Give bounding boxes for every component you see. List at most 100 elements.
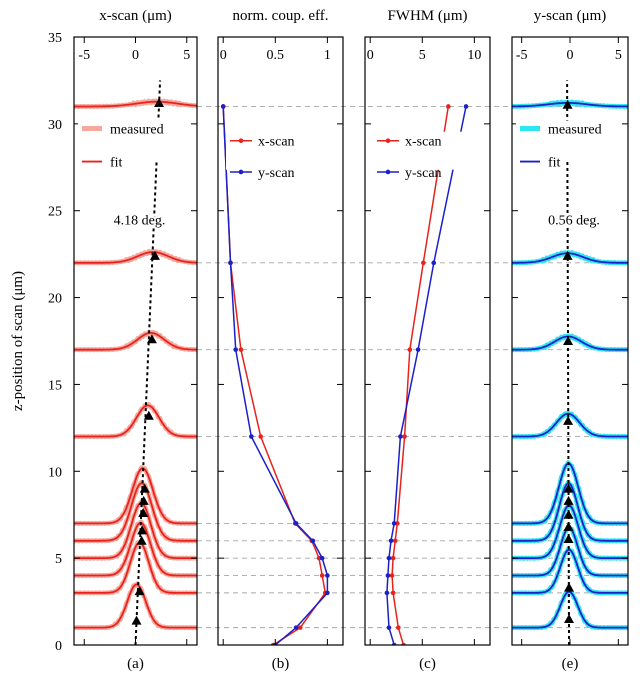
panel-c-series-1-point-4: [386, 555, 392, 561]
panel-c-series-0-point-2: [390, 590, 396, 596]
panel-c-series-1-point-10: [463, 104, 469, 109]
panel-a-peak-marker-4: [138, 507, 149, 517]
panel-b-series-1-point-3: [325, 573, 330, 578]
panel-a-title: x-scan (μm): [99, 8, 172, 24]
panel-a-peak-marker-3: [137, 525, 148, 535]
panel-b-series-1-line: [222, 106, 329, 645]
panel-e-fit-profile-4: [512, 482, 628, 542]
panel-b-series-1-point-8: [233, 347, 239, 352]
panel-c-series-0-point-3: [389, 573, 395, 578]
panel-e-angle-annotation: 0.56 deg.: [548, 214, 600, 229]
y-axis-label: z-position of scan (μm): [10, 271, 26, 411]
panel-b-series-0-line: [222, 106, 327, 645]
panel-e-peak-marker-1: [564, 582, 575, 592]
panel-b-xtick-label-1: 0.5: [267, 48, 285, 63]
panel-e-legend-measured-label: measured: [548, 123, 602, 138]
panel-a-peak-marker-6: [139, 483, 150, 493]
panel-e-xtick-label-2: 5: [615, 48, 622, 63]
panel-c-series-1-point-7: [398, 434, 403, 439]
panel-c-series-1-point-2: [384, 590, 390, 596]
panel-a-peak-marker-1: [134, 586, 145, 596]
panel-e-fit-profile-7: [512, 335, 628, 351]
panel-c: 0 5 10 FWHM (μm) (c) x-scan y-scan: [364, 8, 491, 672]
panel-e-peak-marker-7: [563, 415, 574, 425]
panel-b-series-0-point-7: [258, 434, 264, 439]
panel-a-peak-marker-7: [143, 410, 154, 420]
panel-a-xtick-label-2: 5: [183, 48, 190, 63]
panel-c-series-0-point-4: [390, 555, 396, 561]
panel-b-title: norm. coup. eff.: [233, 8, 329, 24]
panel-e-peak-marker-3: [563, 521, 574, 531]
panel-e-title: y-scan (μm): [534, 8, 607, 24]
panel-a-plot: [74, 80, 197, 645]
panel-c-xtick-label-2: 10: [467, 48, 481, 63]
panel-c-series-1-point-8: [415, 347, 421, 352]
panel-c-legend-swatch-dot-1: [385, 169, 391, 175]
panel-c-title: FWHM (μm): [387, 8, 467, 24]
panel-e-fit-profile-0: [512, 590, 628, 629]
panel-a-legend-fit-label: fit: [110, 156, 123, 171]
panel-e-fit-profile-5: [512, 462, 628, 525]
panel-e-peak-marker-4: [563, 509, 574, 519]
panel-c-plot: [384, 104, 469, 645]
panel-b-xtick-label-2: 1: [324, 48, 331, 63]
panel-c-xtick-label-1: 5: [419, 48, 426, 63]
panel-c-series-0-point-8: [407, 347, 413, 352]
panel-c-legend-swatch-dot-0: [385, 138, 391, 144]
panel-b-series-0-point-8: [238, 347, 244, 352]
panel-c-series-0-point-7: [402, 434, 407, 439]
panel-c-series-1-point-9: [431, 260, 437, 266]
panel-b-series-0-point-1: [297, 625, 303, 630]
panel-a-peak-marker-10: [154, 98, 165, 108]
panel-e-fit-profile-6: [512, 412, 628, 438]
y-tick-label-1: 5: [55, 552, 62, 567]
panel-e: -5 0 5 y-scan (μm) (e) 0.56 deg. measured fit: [511, 8, 629, 672]
panel-a-peak-marker-5: [138, 495, 149, 505]
panel-e-peak-marker-10: [562, 99, 573, 109]
panel-a-fit-profile-8: [74, 251, 197, 264]
panel-b-series-1-point-6: [293, 521, 299, 526]
panel-c-legend-label-0: x-scan: [405, 135, 442, 150]
panel-a-fit-profile-6: [74, 404, 197, 438]
panel-e-trend-line: [566, 80, 571, 645]
panel-c-series-1-point-5: [388, 538, 394, 544]
y-tick-label-5: 25: [48, 205, 62, 220]
panel-e-peak-marker-0: [564, 613, 575, 623]
y-axis: 0 5 10 15 20 25 30 35 z-position of scan (μm): [10, 31, 62, 654]
y-tick-label-7: 35: [48, 31, 62, 46]
panel-c-series-0-point-10: [446, 104, 451, 109]
panel-e-peak-marker-8: [563, 336, 574, 345]
panel-c-series-1-line: [386, 106, 467, 645]
panel-a-fit-profile-3: [74, 502, 197, 559]
y-tick-label-3: 15: [48, 378, 62, 393]
panel-b-series-1-point-9: [228, 260, 233, 266]
panel-c-series-1-point-1: [386, 625, 392, 630]
panel-b-series-1-point-10: [220, 104, 226, 109]
panel-a-fit-profile-1: [74, 541, 197, 594]
panel-b-sublabel: (b): [272, 656, 290, 672]
y-tick-label-0: 0: [55, 639, 62, 654]
panel-c-xtick-label-0: 0: [367, 48, 374, 63]
panel-b-series-1-point-4: [319, 555, 325, 561]
panel-e-peak-marker-9: [562, 250, 573, 260]
panel-e-fit-profile-8: [512, 252, 628, 264]
panel-a-angle-annotation: 4.18 deg.: [114, 214, 166, 229]
panel-e-legend-fit-label: fit: [548, 156, 561, 171]
panel-c-series-0-line: [391, 106, 450, 645]
panel-b-plot: [220, 104, 330, 645]
panel-a-xtick-label-1: 0: [132, 48, 139, 63]
panel-a-peak-marker-2: [136, 535, 147, 545]
panel-a-peak-marker-0: [131, 615, 142, 625]
panel-b-series-1-point-1: [293, 625, 299, 630]
panel-c-series-0-point-5: [392, 538, 398, 544]
panel-a: -5 0 5 x-scan (μm) (a) 4.18 deg. measured fit: [73, 8, 198, 672]
panel-c-series-0-point-1: [396, 625, 401, 630]
panel-b-legend-bg: [226, 131, 331, 170]
panel-e-peak-marker-6: [563, 483, 574, 493]
panel-a-peak-marker-9: [149, 250, 160, 260]
panel-b-legend-swatch-dot-1: [238, 169, 244, 175]
panel-c-legend-bg: [373, 131, 478, 170]
panel-e-plot: [512, 80, 628, 645]
